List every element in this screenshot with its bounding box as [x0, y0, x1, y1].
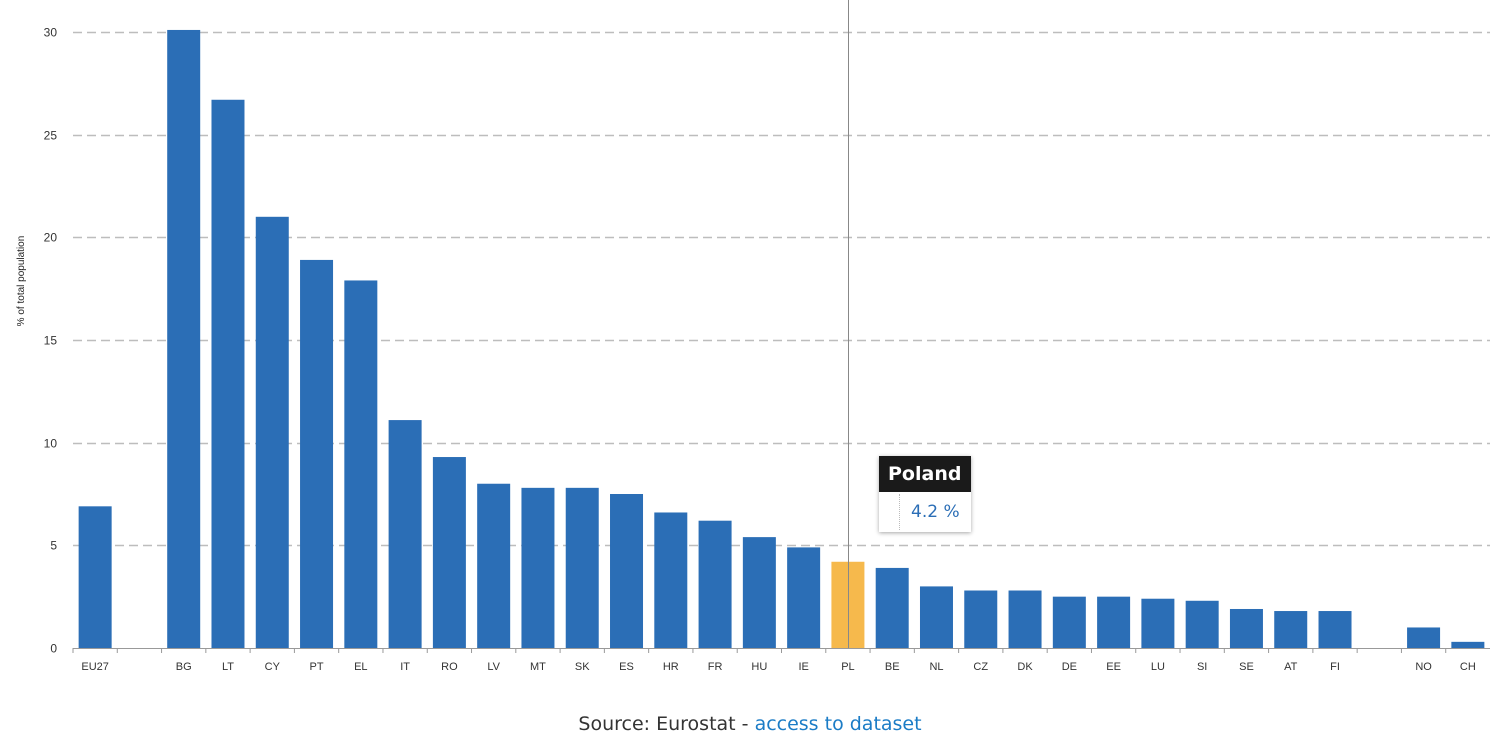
x-tick-label: EE	[1106, 661, 1121, 673]
y-tick-label: 30	[44, 26, 58, 40]
x-tick-label: DK	[1017, 661, 1033, 673]
y-tick-label: 20	[44, 231, 58, 245]
bar-si[interactable]	[1185, 600, 1219, 648]
bar-lu[interactable]	[1141, 598, 1175, 648]
bar-it[interactable]	[388, 420, 422, 648]
x-tick-label: PL	[841, 661, 854, 673]
dataset-link[interactable]: access to dataset	[754, 713, 922, 735]
source-line: Source: Eurostat - access to dataset	[0, 713, 1500, 735]
bar-hu[interactable]	[742, 537, 776, 648]
tooltip-swatch	[879, 494, 900, 530]
x-tick-label: SK	[575, 661, 590, 673]
y-tick-label: 10	[44, 437, 58, 451]
bar-cz[interactable]	[964, 590, 998, 648]
bar-pt[interactable]	[300, 259, 334, 648]
bars	[78, 29, 1485, 649]
gridlines	[73, 31, 1490, 547]
bar-fi[interactable]	[1318, 611, 1352, 648]
bar-ee[interactable]	[1097, 596, 1131, 648]
y-tick-label: 5	[50, 539, 57, 553]
x-tick-label: HR	[663, 661, 679, 673]
bar-ch[interactable]	[1451, 641, 1485, 648]
x-tick-label: LV	[487, 661, 500, 673]
x-tick-label: RO	[441, 661, 458, 673]
x-tick-label: SI	[1197, 661, 1207, 673]
x-tick-label: BG	[176, 661, 192, 673]
x-tick-label: FI	[1330, 661, 1340, 673]
y-tick-label: 25	[44, 129, 58, 143]
bar-bg[interactable]	[167, 29, 201, 649]
x-tick-label: HU	[751, 661, 767, 673]
bar-at[interactable]	[1274, 611, 1308, 648]
bar-de[interactable]	[1052, 596, 1086, 648]
x-tick-label: MT	[530, 661, 546, 673]
bar-hr[interactable]	[654, 512, 688, 648]
bar-fr[interactable]	[698, 520, 732, 648]
x-tick-label: DE	[1062, 661, 1077, 673]
x-tick-label: CZ	[973, 661, 988, 673]
bar-be[interactable]	[875, 567, 909, 648]
x-tick-label: LU	[1151, 661, 1165, 673]
x-tick-label: AT	[1284, 661, 1298, 673]
x-axis-ticks: EU27 BG LT CY PT EL IT RO LV MT SK ES HR FR HU IE PL BE NL…	[72, 648, 1476, 673]
bar-el[interactable]	[344, 280, 378, 648]
bar-se[interactable]	[1229, 608, 1263, 648]
x-tick-label: CH	[1460, 661, 1476, 673]
x-tick-label: IT	[400, 661, 410, 673]
x-tick-label: EU27	[81, 661, 109, 673]
x-tick-label: PT	[310, 661, 324, 673]
x-tick-label: SE	[1239, 661, 1254, 673]
bar-sk[interactable]	[565, 487, 599, 648]
x-tick-label: BE	[885, 661, 900, 673]
x-tick-label: ES	[619, 661, 634, 673]
bar-ro[interactable]	[432, 457, 466, 648]
x-tick-label: NO	[1415, 661, 1432, 673]
y-tick-label: 15	[44, 334, 58, 348]
tooltip-title: Poland	[879, 456, 971, 492]
bar-no[interactable]	[1407, 627, 1441, 648]
bar-lt[interactable]	[211, 99, 245, 648]
bar-mt[interactable]	[521, 487, 555, 648]
y-axis-ticks: 0 5 10 15 20 25 30	[44, 26, 58, 656]
bar-lv[interactable]	[477, 483, 511, 648]
x-tick-label: FR	[708, 661, 723, 673]
bar-pl[interactable]	[831, 561, 865, 648]
x-tick-label: NL	[929, 661, 943, 673]
tooltip-body: 4.2 %	[879, 492, 971, 532]
y-axis-label: % of total population	[16, 236, 27, 327]
x-tick-label: EL	[354, 661, 367, 673]
tooltip: Poland 4.2 %	[879, 456, 971, 532]
x-tick-label: IE	[798, 661, 808, 673]
bar-eu27[interactable]	[78, 506, 112, 648]
bar-ie[interactable]	[787, 547, 821, 648]
source-text: Source: Eurostat -	[578, 713, 755, 735]
bar-cy[interactable]	[255, 216, 289, 649]
x-tick-label: LT	[222, 661, 234, 673]
bar-dk[interactable]	[1008, 590, 1042, 648]
bar-es[interactable]	[610, 494, 644, 648]
bar-nl[interactable]	[919, 586, 953, 648]
x-tick-label: CY	[265, 661, 281, 673]
y-tick-label: 0	[50, 642, 57, 656]
tooltip-value: 4.2 %	[911, 502, 960, 522]
